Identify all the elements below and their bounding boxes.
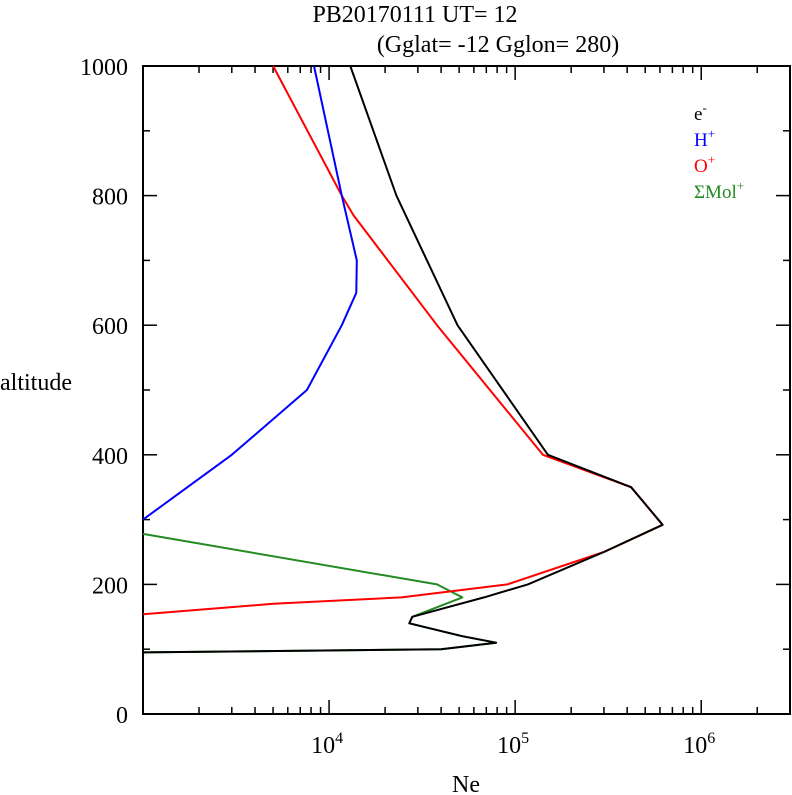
legend: e-H+O+ΣMol+: [694, 100, 744, 203]
legend-entry: e-: [694, 100, 707, 125]
x-tick-labels: 104 105 106: [311, 730, 715, 759]
series-lines: [142, 65, 664, 654]
axis-ticks: [142, 65, 791, 715]
y-axis-label: altitude: [0, 370, 72, 396]
y-tick-label: 800: [92, 185, 128, 211]
series-line: [142, 65, 664, 616]
x-tick-label: 106: [683, 730, 715, 759]
x-axis-label: Ne: [452, 772, 480, 795]
chart-subtitle: (Gglat= -12 Gglon= 280): [377, 32, 619, 58]
x-tick-label: 105: [497, 730, 529, 759]
y-tick-label: 200: [92, 573, 128, 599]
series-line: [142, 65, 358, 521]
y-tick-label: 1000: [80, 55, 128, 81]
series-line: [142, 65, 664, 654]
legend-entry: O+: [694, 152, 715, 177]
plot-frame: [142, 65, 791, 715]
y-tick-labels: 0 200 400 600 800 1000: [80, 55, 128, 729]
legend-entry: ΣMol+: [694, 178, 744, 203]
y-tick-label: 600: [92, 314, 128, 340]
y-tick-label: 0: [116, 703, 128, 729]
x-tick-label: 104: [311, 730, 343, 759]
chart-title: PB20170111 UT= 12: [312, 2, 517, 28]
y-tick-label: 400: [92, 444, 128, 470]
legend-entry: H+: [694, 126, 715, 151]
